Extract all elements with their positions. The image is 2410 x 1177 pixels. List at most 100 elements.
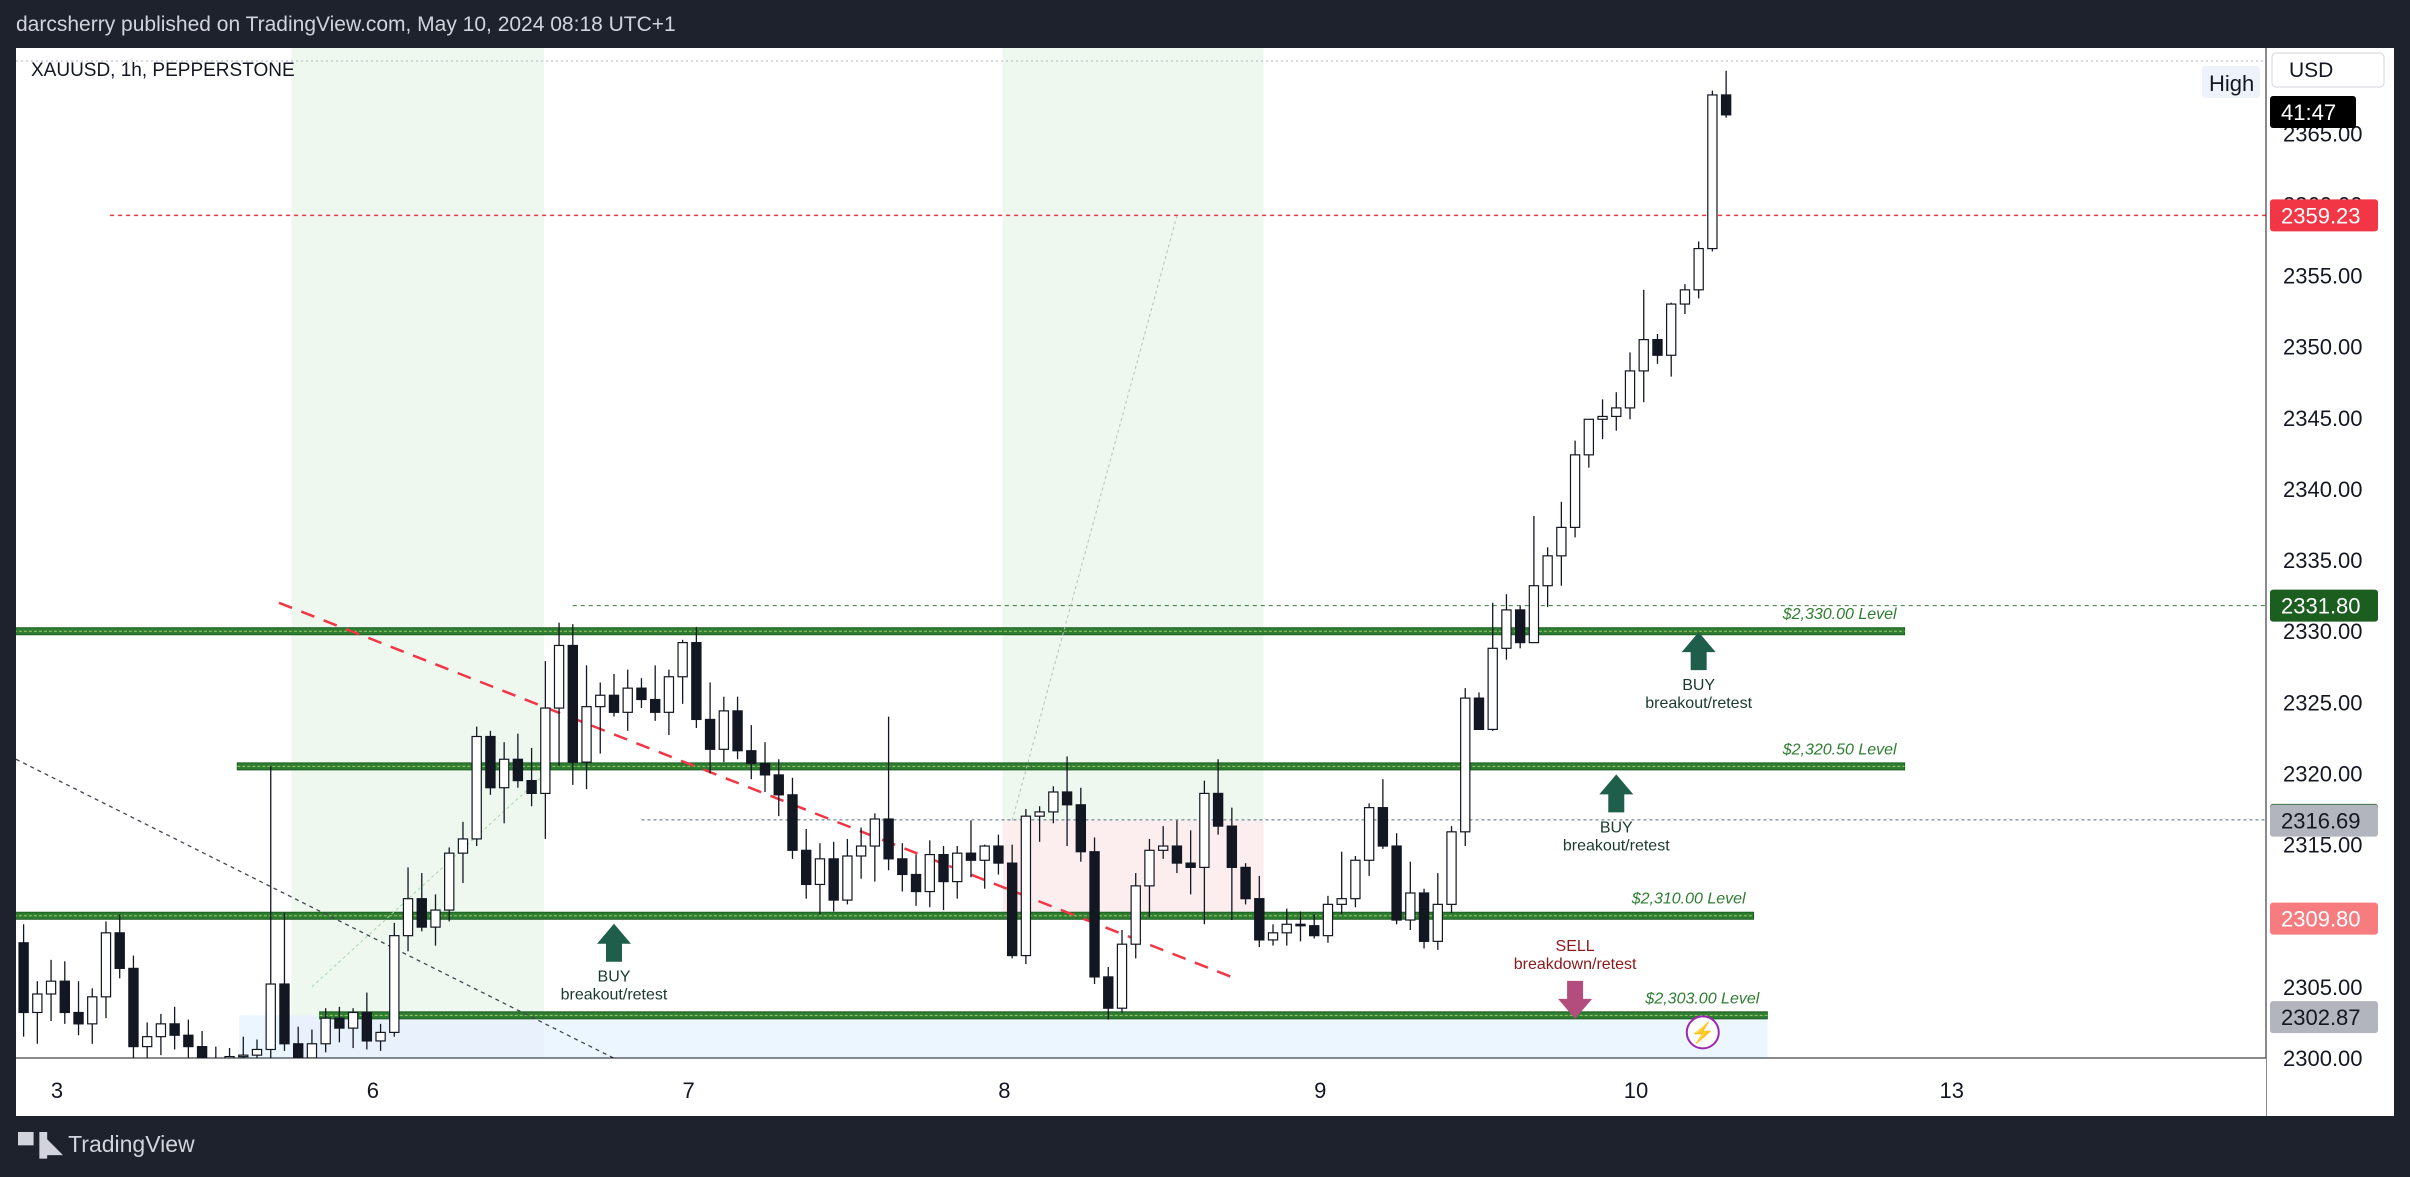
candle[interactable] xyxy=(540,707,551,795)
candle[interactable] xyxy=(924,853,935,893)
candle[interactable] xyxy=(1116,943,1128,1009)
candle[interactable] xyxy=(883,818,894,860)
candle[interactable] xyxy=(100,932,112,998)
candle[interactable] xyxy=(773,774,784,796)
candle[interactable] xyxy=(979,845,990,861)
candle[interactable] xyxy=(1418,892,1430,942)
candle[interactable] xyxy=(718,710,730,750)
candle[interactable] xyxy=(1597,415,1608,420)
candle[interactable] xyxy=(1460,697,1471,833)
candle[interactable] xyxy=(320,1017,331,1045)
candle[interactable] xyxy=(293,1043,304,1059)
candle[interactable] xyxy=(1089,851,1100,978)
candle[interactable] xyxy=(1020,815,1032,957)
candle[interactable] xyxy=(1254,898,1265,941)
currency-button[interactable] xyxy=(2271,52,2385,88)
candle[interactable] xyxy=(169,1023,180,1036)
candle[interactable] xyxy=(1363,807,1375,861)
candle[interactable] xyxy=(746,750,757,765)
chart-svg[interactable]: $2,330.00 Level $2,320.50 Level $2,310.00 … xyxy=(16,48,2394,1116)
candle[interactable] xyxy=(45,980,57,995)
candle[interactable] xyxy=(251,1048,263,1056)
candle[interactable] xyxy=(1405,892,1416,921)
candle[interactable] xyxy=(1226,825,1238,868)
candle[interactable] xyxy=(1556,526,1567,557)
candle[interactable] xyxy=(910,873,922,893)
candle[interactable] xyxy=(704,718,716,750)
candle[interactable] xyxy=(649,698,661,713)
candle[interactable] xyxy=(581,706,592,763)
candle[interactable] xyxy=(993,845,1004,864)
candle[interactable] xyxy=(1391,845,1402,921)
candle[interactable] xyxy=(595,694,606,708)
candle[interactable] xyxy=(952,852,963,883)
candle[interactable] xyxy=(526,780,537,795)
candle[interactable] xyxy=(416,898,427,928)
candle[interactable] xyxy=(1528,585,1540,644)
candle[interactable] xyxy=(1624,370,1636,409)
candle[interactable] xyxy=(87,996,98,1025)
candle[interactable] xyxy=(114,932,125,969)
candle[interactable] xyxy=(801,849,812,886)
candle[interactable] xyxy=(1322,903,1334,937)
candle[interactable] xyxy=(608,694,620,713)
candle[interactable] xyxy=(897,858,908,876)
candle[interactable] xyxy=(59,980,70,1014)
candle[interactable] xyxy=(1240,866,1251,900)
candle[interactable] xyxy=(1473,697,1485,730)
candle[interactable] xyxy=(1707,94,1718,250)
candle[interactable] xyxy=(965,852,977,861)
candle[interactable] xyxy=(1665,303,1677,356)
candle[interactable] xyxy=(1569,454,1581,528)
candle[interactable] xyxy=(677,642,688,678)
alert-lightning-icon[interactable] xyxy=(1685,1015,1720,1050)
candle[interactable] xyxy=(1034,811,1045,817)
candle[interactable] xyxy=(1103,976,1114,1009)
candle[interactable] xyxy=(1130,885,1141,945)
tradingview-brand[interactable]: ▀▐◣ TradingView xyxy=(18,1131,195,1158)
candle[interactable] xyxy=(1611,407,1622,418)
candle[interactable] xyxy=(18,942,29,1014)
candle[interactable] xyxy=(691,642,702,721)
candle[interactable] xyxy=(622,687,633,713)
candle[interactable] xyxy=(732,710,743,752)
candle[interactable] xyxy=(512,758,524,782)
candle[interactable] xyxy=(306,1043,318,1059)
candle[interactable] xyxy=(155,1023,167,1038)
resistance-trendline[interactable] xyxy=(278,601,1240,981)
candle[interactable] xyxy=(1061,791,1073,806)
candle[interactable] xyxy=(1377,807,1389,847)
candle[interactable] xyxy=(1199,792,1210,868)
candle[interactable] xyxy=(1432,903,1443,942)
candle[interactable] xyxy=(663,676,675,713)
candle[interactable] xyxy=(855,845,867,857)
candle[interactable] xyxy=(828,858,839,901)
candle[interactable] xyxy=(347,1011,359,1029)
candle[interactable] xyxy=(814,858,826,886)
candle[interactable] xyxy=(636,687,647,701)
candle[interactable] xyxy=(1336,898,1347,905)
candle[interactable] xyxy=(361,1011,373,1042)
candle[interactable] xyxy=(1514,609,1526,644)
candle[interactable] xyxy=(1501,609,1512,649)
candle[interactable] xyxy=(389,935,400,1033)
candle[interactable] xyxy=(1309,925,1320,937)
candle[interactable] xyxy=(1267,932,1279,941)
candle[interactable] xyxy=(73,1011,84,1025)
candle[interactable] xyxy=(1295,923,1306,927)
support-trendline[interactable] xyxy=(16,758,629,1066)
candle[interactable] xyxy=(1652,339,1663,356)
candle[interactable] xyxy=(457,838,469,854)
candle[interactable] xyxy=(485,735,496,789)
candle[interactable] xyxy=(265,983,276,1051)
candle[interactable] xyxy=(128,967,139,1048)
candle[interactable] xyxy=(842,855,853,901)
candle[interactable] xyxy=(1446,831,1457,905)
candle[interactable] xyxy=(1075,804,1087,853)
candle[interactable] xyxy=(1144,849,1155,887)
candle[interactable] xyxy=(430,909,441,928)
chart-frame[interactable]: $2,330.00 Level $2,320.50 Level $2,310.00 … xyxy=(16,48,2394,1116)
candle[interactable] xyxy=(238,1054,249,1058)
candle[interactable] xyxy=(1720,94,1732,116)
candle[interactable] xyxy=(471,735,482,840)
